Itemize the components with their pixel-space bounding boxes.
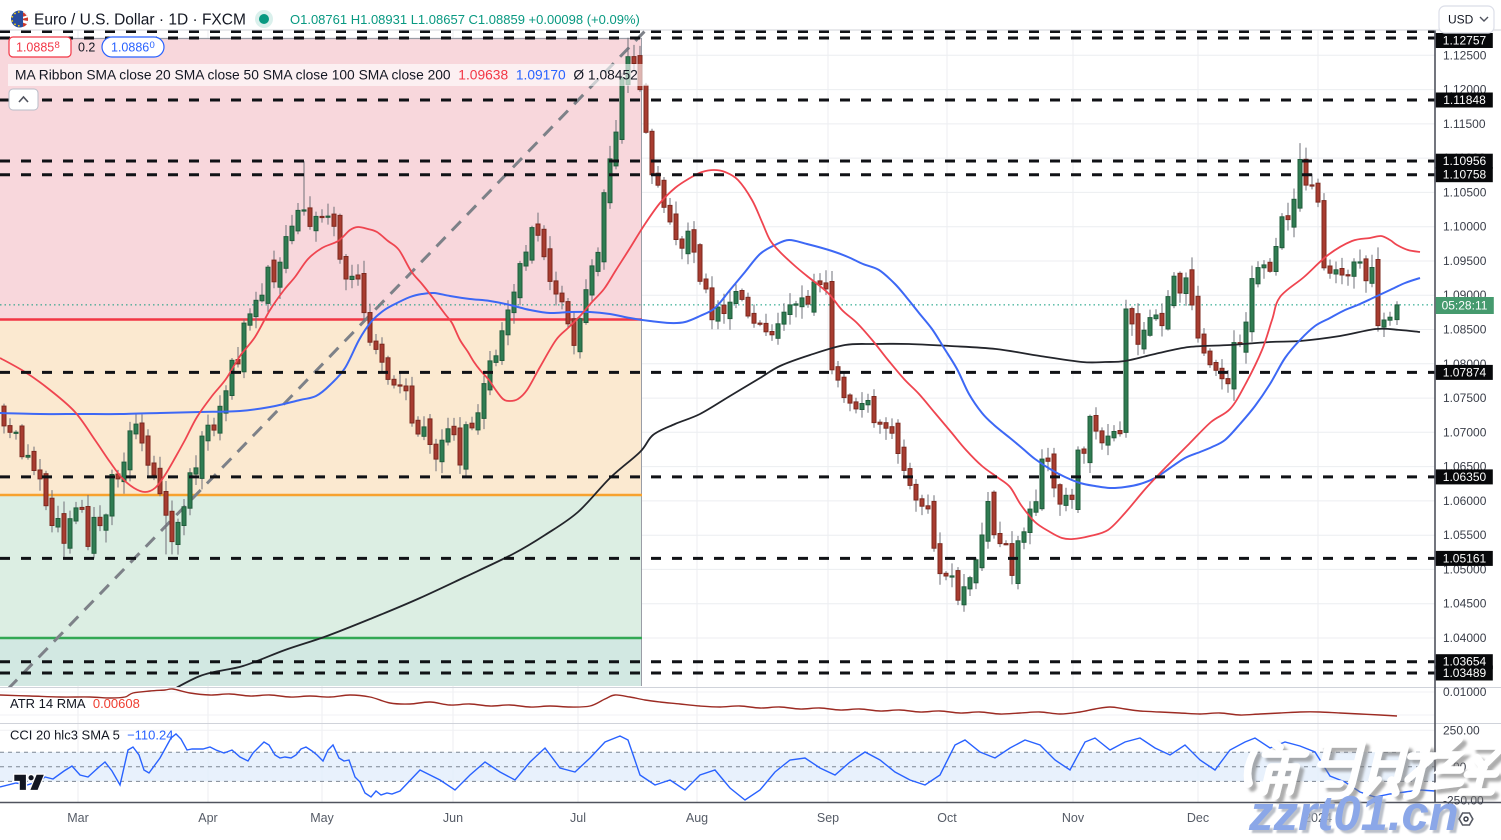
svg-text:0: 0	[150, 40, 155, 51]
svg-text:Jul: Jul	[570, 811, 586, 825]
svg-text:Jun: Jun	[443, 811, 463, 825]
svg-text:-250.00: -250.00	[1443, 794, 1484, 808]
svg-text:1.10000: 1.10000	[1443, 220, 1487, 234]
svg-text:Aug: Aug	[686, 811, 708, 825]
svg-text:Oct: Oct	[937, 811, 957, 825]
svg-text:Apr: Apr	[198, 811, 217, 825]
svg-text:USD: USD	[1448, 13, 1474, 27]
svg-text:1.10758: 1.10758	[1443, 168, 1487, 182]
svg-text:1.12757: 1.12757	[1443, 34, 1487, 48]
svg-text:O1.08761 H1.08931 L1.08657 C1.: O1.08761 H1.08931 L1.08657 C1.08859 +0.0…	[290, 12, 640, 27]
svg-text:05:28:11: 05:28:11	[1442, 299, 1488, 313]
svg-text:1.0885: 1.0885	[16, 41, 54, 55]
svg-text:0.01000: 0.01000	[1443, 685, 1487, 699]
svg-text:1.11500: 1.11500	[1443, 117, 1486, 131]
svg-text:1.03654: 1.03654	[1443, 655, 1487, 669]
svg-text:1.06350: 1.06350	[1443, 470, 1487, 484]
svg-text:1.04500: 1.04500	[1443, 597, 1487, 611]
svg-text:1.12500: 1.12500	[1443, 48, 1487, 62]
svg-text:Mar: Mar	[67, 811, 89, 825]
svg-text:ATR 14 RMA 0.00608: ATR 14 RMA 0.00608	[10, 696, 140, 711]
svg-text:Euro / U.S. Dollar · 1D · FXCM: Euro / U.S. Dollar · 1D · FXCM	[34, 12, 246, 29]
svg-text:zzrt01.cn: zzrt01.cn	[1248, 787, 1459, 835]
svg-text:May: May	[310, 811, 334, 825]
svg-text:1.06000: 1.06000	[1443, 494, 1487, 508]
svg-text:2024: 2024	[1304, 811, 1332, 825]
svg-text:1.03489: 1.03489	[1443, 666, 1487, 680]
svg-text:8: 8	[55, 40, 60, 51]
svg-text:250.00: 250.00	[1443, 724, 1480, 738]
svg-text:1.05161: 1.05161	[1443, 551, 1487, 565]
svg-text:1.08500: 1.08500	[1443, 323, 1487, 337]
svg-text:1.11848: 1.11848	[1443, 93, 1486, 107]
svg-text:1.10500: 1.10500	[1443, 185, 1487, 199]
svg-text:1.07874: 1.07874	[1443, 365, 1487, 379]
svg-text:Dec: Dec	[1187, 811, 1209, 825]
svg-text:1.05500: 1.05500	[1443, 528, 1487, 542]
svg-text:Nov: Nov	[1062, 811, 1085, 825]
svg-text:Sep: Sep	[817, 811, 839, 825]
svg-text:1.0886: 1.0886	[111, 41, 149, 55]
svg-text:1.09500: 1.09500	[1443, 254, 1487, 268]
svg-text:0.2: 0.2	[78, 41, 95, 55]
svg-text:CCI 20 hlc3 SMA 5 −110.24: CCI 20 hlc3 SMA 5 −110.24	[10, 728, 173, 743]
svg-text:1.07500: 1.07500	[1443, 391, 1487, 405]
svg-text:1.10956: 1.10956	[1443, 154, 1487, 168]
svg-text:MA Ribbon SMA close 20 SMA clo: MA Ribbon SMA close 20 SMA close 50 SMA …	[15, 68, 638, 83]
svg-text:1.07000: 1.07000	[1443, 425, 1487, 439]
svg-text:1.04000: 1.04000	[1443, 631, 1487, 645]
